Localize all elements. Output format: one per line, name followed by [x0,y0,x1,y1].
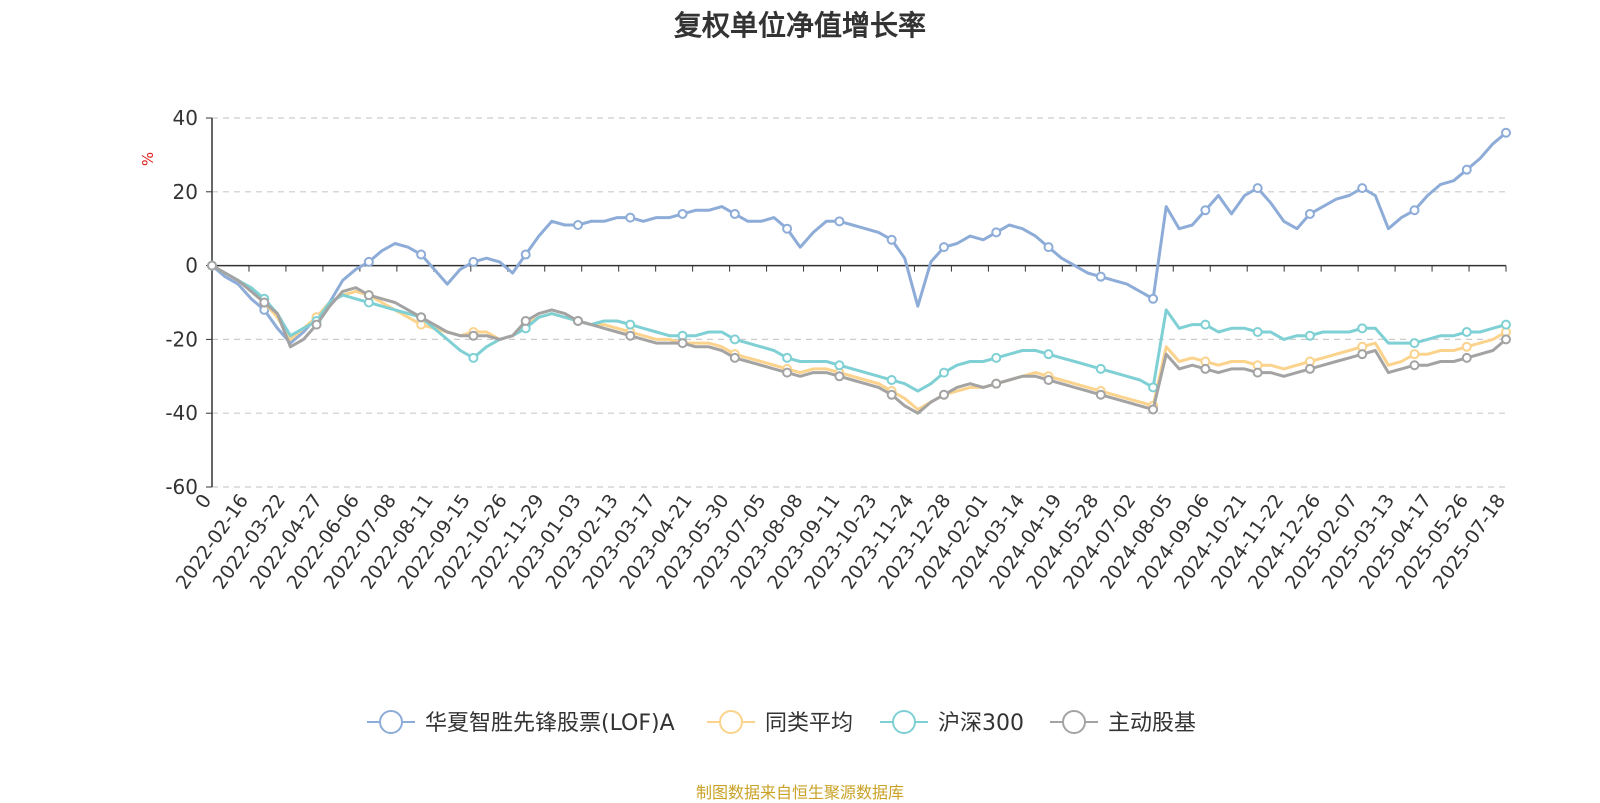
data-point [991,352,1002,363]
axis-layer: 40200-20-40-6002022-02-162022-03-222022-… [165,106,1510,593]
series-line-2 [211,264,1507,393]
legend-label: 主动股基 [1108,711,1196,736]
data-point [1043,242,1054,253]
legend-item-2: 沪深300 [880,710,1024,736]
data-point [938,367,949,378]
data-point [729,208,740,219]
legend-marker [1062,710,1086,734]
y-tick-label: 0 [185,254,198,278]
data-point [782,352,793,363]
data-point [677,208,688,219]
legend-layer: 华夏智胜先锋股票(LOF)A 同类平均 沪深300 主动股基 [367,710,1196,736]
data-point [938,242,949,253]
chart-title: 复权单位净值增长率 [673,9,926,42]
data-point [572,220,583,231]
data-point [1461,164,1472,175]
data-point [834,216,845,227]
y-tick-label: 20 [173,180,198,204]
data-point [520,315,531,326]
data-point [1252,367,1263,378]
legend-label: 同类平均 [765,711,853,736]
legend-item-1: 同类平均 [707,710,853,736]
data-point [207,260,217,271]
data-point [468,256,479,267]
data-point [1095,363,1106,374]
data-point [363,256,374,267]
data-point [625,319,636,330]
data-point [1043,374,1054,385]
data-point [1304,363,1315,374]
data-point [1252,327,1263,338]
y-tick-label: -60 [165,475,198,499]
data-point [1200,363,1211,374]
legend-marker [379,710,403,734]
y-tick-label: -40 [165,401,198,425]
data-point [1461,352,1472,363]
data-point [886,234,897,245]
data-source-note: 制图数据来自恒生聚源数据库 [695,783,904,802]
data-point [1304,208,1315,219]
data-point [938,389,949,400]
legend-item-3: 主动股基 [1050,710,1196,736]
data-point [782,367,793,378]
series-line-1 [211,264,1507,411]
data-point [1409,360,1420,371]
data-point [1357,183,1368,194]
data-point [1148,293,1159,304]
data-point [834,371,845,382]
data-point [1409,338,1420,349]
data-point [1200,319,1211,330]
data-point [886,374,897,385]
data-point [729,352,740,363]
data-point [1409,205,1420,216]
data-point [1304,330,1315,341]
data-point [1501,334,1511,345]
data-point [468,330,479,341]
data-point [1252,183,1263,194]
data-point [1148,382,1159,393]
data-point [311,319,322,330]
series-line-0 [211,131,1507,345]
data-point [468,352,479,363]
data-point [834,360,845,371]
data-point [1148,404,1159,415]
series-layer [207,127,1511,415]
data-point [416,249,427,260]
data-point [1357,349,1368,360]
data-point [1043,349,1054,360]
data-point [677,338,688,349]
data-point [991,378,1002,389]
legend-marker [892,710,916,734]
data-point [1461,327,1472,338]
data-point [886,389,897,400]
data-point [1200,205,1211,216]
data-point [1501,127,1511,138]
data-point [1357,323,1368,334]
data-point [625,212,636,223]
data-point [1461,341,1472,352]
legend-marker [719,710,743,734]
grid-layer [212,117,1506,488]
series-line-3 [211,264,1507,415]
data-point [625,330,636,341]
y-tick-label: 40 [173,106,198,130]
data-point [991,227,1002,238]
data-point [1095,389,1106,400]
legend-label: 沪深300 [938,711,1024,736]
data-point [1501,319,1511,330]
data-point [1095,271,1106,282]
data-point [782,223,793,234]
data-point [259,297,270,308]
data-point [729,334,740,345]
data-point [520,249,531,260]
data-point [416,312,427,323]
legend-label: 华夏智胜先锋股票(LOF)A [425,711,675,736]
data-point [363,290,374,301]
x-tick-label: 0 [191,490,216,513]
y-tick-label: -20 [165,327,198,351]
legend-item-0: 华夏智胜先锋股票(LOF)A [367,710,675,736]
data-point [572,315,583,326]
data-point [1409,349,1420,360]
